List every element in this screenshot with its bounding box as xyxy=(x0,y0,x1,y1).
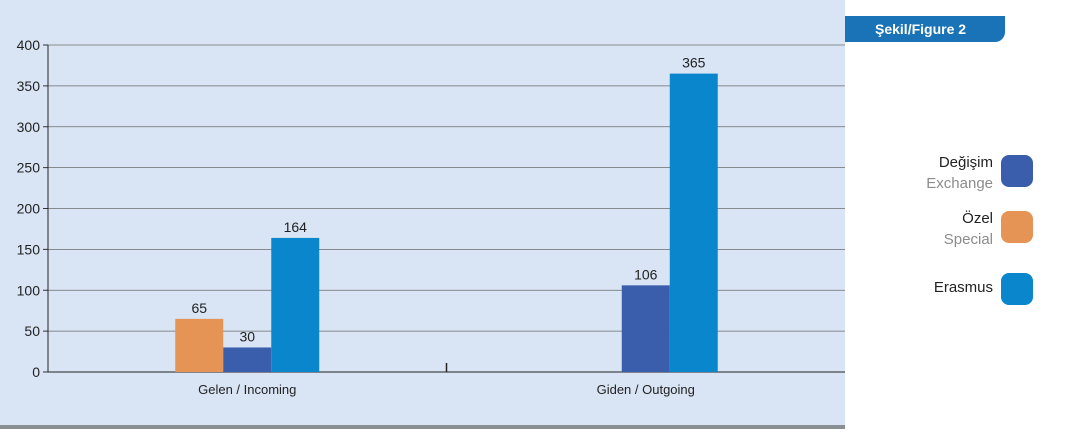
y-tick-label: 150 xyxy=(17,241,41,257)
y-tick-label: 350 xyxy=(17,78,41,94)
legend-item-exchange: Değişim Exchange xyxy=(926,152,1033,194)
data-label: 65 xyxy=(191,300,207,316)
legend-swatch xyxy=(1001,211,1033,243)
legend-label-tr: Özel xyxy=(962,210,993,227)
data-label: 365 xyxy=(682,55,706,71)
legend-label-tr: Erasmus xyxy=(933,279,993,296)
x-category-label: Gelen / Incoming xyxy=(198,382,296,397)
x-category-label: Giden / Outgoing xyxy=(597,382,695,397)
legend-label-tr: Değişim xyxy=(938,154,993,171)
legend-swatch xyxy=(1001,273,1033,305)
data-label: 164 xyxy=(284,219,308,235)
y-tick-label: 400 xyxy=(17,37,41,53)
bar xyxy=(175,318,224,372)
bar xyxy=(669,73,718,373)
legend-item-special: Özel Special xyxy=(944,208,1033,250)
y-tick-label: 100 xyxy=(17,282,41,298)
bar-chart: 0 50 100 150 200 250 300 350 400 65 30 164 Gelen / I… xyxy=(17,37,845,397)
figure-label: Şekil/Figure 2 xyxy=(845,16,1005,42)
bar xyxy=(223,347,272,372)
bar xyxy=(271,237,320,372)
y-tick-label: 50 xyxy=(24,323,40,339)
legend-label-en: Special xyxy=(943,231,993,248)
bar xyxy=(621,285,670,372)
y-tick-label: 200 xyxy=(17,201,41,217)
y-tick-label: 300 xyxy=(17,119,41,135)
legend-label-en: Exchange xyxy=(926,175,993,192)
bottom-rule xyxy=(0,425,845,429)
legend-swatch xyxy=(1001,155,1033,187)
y-tick-label: 0 xyxy=(32,364,40,380)
legend-item-erasmus: Erasmus xyxy=(933,273,1033,305)
y-tick-label: 250 xyxy=(17,160,41,176)
data-label: 106 xyxy=(634,266,658,282)
data-label: 30 xyxy=(239,328,255,344)
